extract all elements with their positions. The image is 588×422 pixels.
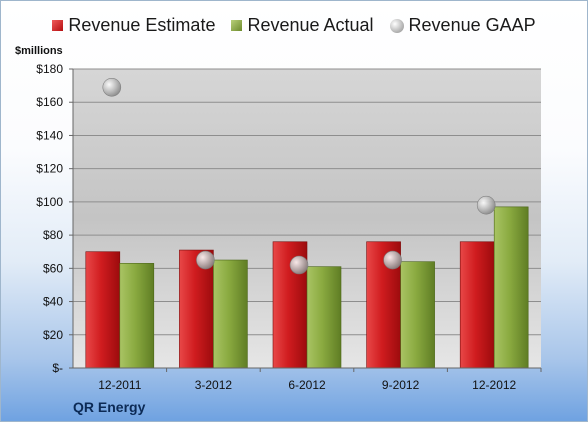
y-tick-label: $100	[36, 195, 63, 209]
legend-swatch-gaap	[389, 18, 404, 33]
y-unit-label: $millions	[15, 45, 63, 57]
point-revenue-gaap	[289, 255, 309, 275]
point-revenue-gaap	[102, 77, 122, 97]
y-tick-label: $180	[36, 62, 63, 76]
bar-revenue-estimate	[366, 241, 401, 369]
legend-item-gaap: Revenue GAAP	[389, 15, 536, 36]
y-tick-label: $40	[43, 295, 63, 309]
x-tick-label: 3-2012	[195, 378, 233, 392]
bar-revenue-estimate	[85, 251, 121, 369]
bar-revenue-estimate	[459, 241, 495, 369]
company-name: QR Energy	[73, 399, 146, 415]
point-revenue-gaap	[383, 250, 402, 270]
legend-label-gaap: Revenue GAAP	[408, 15, 536, 35]
legend-swatch-estimate	[52, 20, 64, 31]
x-tick-label: 12-2012	[472, 378, 516, 392]
x-tick-label: 12-2011	[98, 378, 141, 392]
y-tick-label: $160	[36, 95, 63, 109]
legend-item-actual: Revenue Actual	[231, 15, 374, 36]
legend-label-actual: Revenue Actual	[247, 15, 374, 35]
point-revenue-gaap	[476, 195, 496, 215]
legend-item-estimate: Revenue Estimate	[52, 15, 215, 36]
y-tick-label: $60	[43, 261, 63, 275]
y-tick-label: $120	[36, 162, 63, 176]
legend-label-estimate: Revenue Estimate	[68, 15, 216, 35]
bar-revenue-actual	[306, 266, 342, 369]
bar-revenue-actual	[119, 263, 155, 369]
legend-swatch-actual	[231, 20, 243, 31]
point-revenue-gaap	[196, 250, 215, 270]
y-tick-label: $140	[36, 128, 63, 142]
bar-revenue-actual	[213, 259, 248, 369]
bar-revenue-actual	[400, 261, 435, 369]
y-tick-label: $80	[43, 228, 63, 242]
x-tick-label: 9-2012	[382, 378, 420, 392]
y-tick-label: $20	[43, 328, 63, 342]
bar-revenue-actual	[493, 206, 529, 369]
legend: Revenue Estimate Revenue Actual Revenue …	[1, 15, 587, 36]
x-tick-label: 6-2012	[288, 378, 326, 392]
y-tick-label: $-	[52, 361, 63, 375]
